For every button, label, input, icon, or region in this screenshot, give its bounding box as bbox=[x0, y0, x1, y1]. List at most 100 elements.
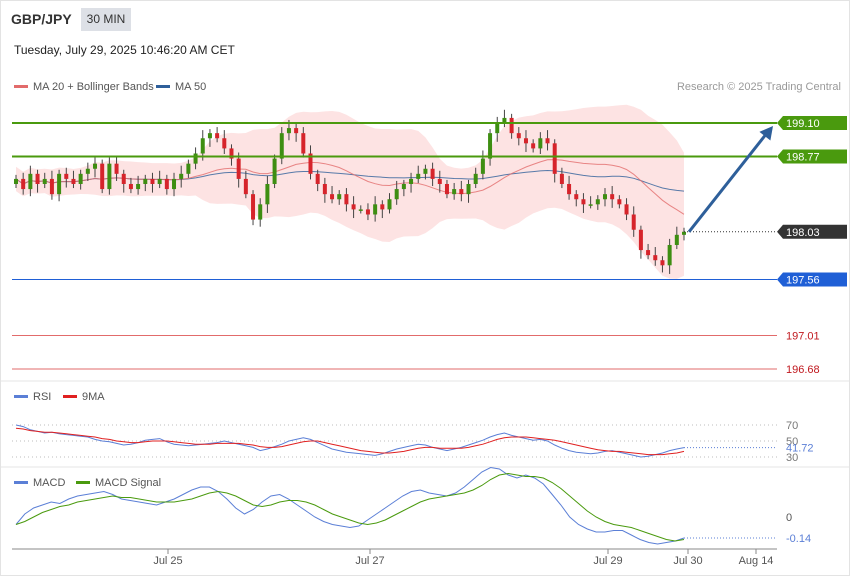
candle-body bbox=[358, 209, 363, 211]
candle-body bbox=[351, 204, 356, 210]
candle-body bbox=[57, 173, 62, 195]
candle-body bbox=[682, 231, 686, 235]
last-level-label: 198.03 bbox=[786, 227, 820, 239]
macd-legend-label: MACD bbox=[33, 477, 65, 489]
candle-body bbox=[150, 178, 155, 184]
candle-body bbox=[459, 189, 464, 195]
candle-body bbox=[100, 163, 105, 190]
candle-body bbox=[401, 183, 406, 190]
candle-body bbox=[595, 199, 600, 205]
candle-body bbox=[258, 204, 263, 220]
candle-body bbox=[207, 133, 212, 139]
time-axis-label: Jul 29 bbox=[593, 555, 622, 567]
macd-signal-legend-swatch bbox=[76, 481, 90, 484]
candle-body bbox=[674, 234, 679, 245]
candle-body bbox=[523, 138, 528, 144]
support-level-badge bbox=[777, 272, 847, 287]
macd-legend-swatch bbox=[14, 481, 28, 484]
candle-body bbox=[610, 194, 615, 200]
candle-body bbox=[172, 178, 177, 190]
support-level-label: 197.56 bbox=[786, 275, 820, 287]
ma50-legend-label: MA 50 bbox=[175, 81, 206, 93]
candle-body bbox=[488, 133, 493, 159]
candle-body bbox=[466, 183, 471, 195]
candle-body bbox=[222, 138, 227, 149]
candle-body bbox=[660, 260, 665, 266]
macd-last-label: -0.14 bbox=[786, 533, 811, 545]
weak-level-label: 197.01 bbox=[786, 330, 820, 342]
macd-zero-label: 0 bbox=[786, 512, 792, 524]
candle-body bbox=[567, 183, 572, 195]
macd-signal-legend-label: MACD Signal bbox=[95, 477, 161, 489]
rsi-legend-label: RSI bbox=[33, 391, 51, 403]
time-axis-label: Jul 27 bbox=[355, 555, 384, 567]
candle-body bbox=[93, 163, 98, 169]
macd-line bbox=[15, 466, 685, 545]
candle-body bbox=[380, 204, 385, 210]
price-plot bbox=[14, 104, 686, 279]
candle-body bbox=[28, 173, 33, 190]
candle-body bbox=[545, 138, 550, 144]
candle-body bbox=[423, 168, 428, 174]
rsi-level-label: 70 bbox=[786, 420, 798, 432]
macd-signal-line bbox=[15, 472, 685, 542]
ma20-line bbox=[15, 159, 685, 215]
candle-body bbox=[251, 194, 256, 220]
candle-body bbox=[444, 183, 449, 195]
candle-body bbox=[516, 133, 521, 139]
candle-body bbox=[179, 173, 184, 179]
candle-body bbox=[322, 183, 327, 195]
candle-body bbox=[272, 158, 277, 184]
candle-body bbox=[344, 194, 349, 205]
candle-body bbox=[14, 178, 18, 184]
candle-body bbox=[21, 178, 26, 190]
rsi-level-label: 30 bbox=[786, 452, 798, 464]
last-level-badge bbox=[777, 224, 847, 239]
resistance-level-badge bbox=[777, 116, 847, 130]
candle-body bbox=[286, 128, 291, 134]
candle-body bbox=[35, 173, 40, 184]
candle-body bbox=[667, 244, 672, 266]
candle-body bbox=[71, 178, 76, 184]
candle-body bbox=[552, 143, 557, 174]
rsi-ma-legend-label: 9MA bbox=[82, 391, 105, 403]
candle-body bbox=[186, 163, 191, 174]
ma20-legend-label: MA 20 + Bollinger Bands bbox=[33, 81, 154, 93]
candle-body bbox=[387, 199, 392, 210]
candle-body bbox=[437, 178, 442, 184]
candle-body bbox=[495, 123, 500, 134]
candle-body bbox=[265, 183, 270, 205]
ma50-legend-swatch bbox=[156, 85, 170, 88]
candle-body bbox=[114, 163, 119, 174]
candle-body bbox=[502, 117, 507, 123]
instrument-label: GBP/JPY bbox=[11, 11, 72, 27]
candle-body bbox=[279, 133, 284, 159]
candle-body bbox=[581, 199, 586, 205]
timeframe-button[interactable]: 30 MIN bbox=[81, 8, 131, 31]
candle-body bbox=[294, 128, 299, 134]
candle-body bbox=[631, 214, 636, 230]
candle-body bbox=[337, 194, 342, 200]
candle-body bbox=[308, 153, 313, 174]
candle-body bbox=[602, 194, 607, 200]
candle-body bbox=[452, 189, 457, 195]
candle-body bbox=[653, 255, 658, 261]
candle-body bbox=[330, 194, 335, 200]
candle-body bbox=[136, 183, 141, 190]
timestamp-label: Tuesday, July 29, 2025 10:46:20 AM CET bbox=[14, 43, 235, 57]
rsi-line bbox=[15, 424, 685, 458]
rsi-last-label: 41.72 bbox=[786, 443, 814, 455]
time-axis-label: Jul 30 bbox=[673, 555, 702, 567]
candle-body bbox=[200, 138, 205, 154]
candle-body bbox=[509, 117, 514, 134]
time-axis-label: Aug 14 bbox=[739, 555, 774, 567]
resistance-level-label: 199.10 bbox=[786, 118, 820, 130]
candle-body bbox=[638, 229, 643, 251]
trend-arrow-shaft bbox=[687, 132, 769, 233]
candle-body bbox=[430, 168, 435, 179]
candle-body bbox=[373, 204, 378, 215]
candle-body bbox=[301, 133, 306, 154]
candle-body bbox=[538, 138, 543, 149]
candle-body bbox=[416, 173, 421, 179]
